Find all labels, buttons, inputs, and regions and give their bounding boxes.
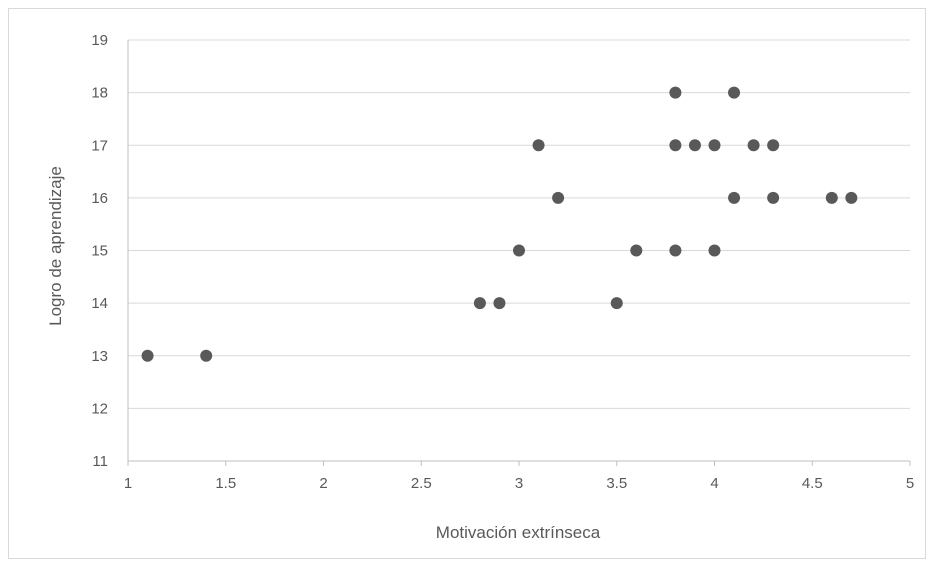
data-point [200, 349, 213, 362]
x-tick-label: 5 [906, 475, 914, 492]
data-point [767, 191, 780, 204]
y-tick-label: 17 [91, 137, 108, 154]
x-tick-label: 4 [710, 475, 718, 492]
data-point [825, 191, 838, 204]
y-tick-label: 16 [91, 190, 108, 207]
data-point [669, 86, 682, 99]
data-point [610, 297, 623, 310]
y-tick-labels: 11 12 13 14 15 16 17 18 19 [91, 32, 108, 470]
x-tick-label: 4.5 [802, 475, 823, 492]
y-tick-label: 13 [91, 348, 108, 365]
data-point [552, 191, 565, 204]
x-axis-title: Motivación extrínseca [436, 523, 601, 542]
y-tick-label: 11 [92, 453, 108, 470]
data-point [708, 244, 721, 257]
x-tick-label: 1 [124, 475, 132, 492]
data-point [767, 139, 780, 152]
data-point [728, 191, 741, 204]
data-point [630, 244, 643, 257]
y-tick-label: 18 [91, 85, 108, 102]
x-tick-labels: 1 1.5 2 2.5 3 3.5 4 4.5 5 [124, 475, 914, 492]
scatter-chart: 1 1.5 2 2.5 3 3.5 4 4.5 5 11 12 13 14 15 16 17 18 19 Mot… [46, 32, 914, 542]
x-tick-label: 3.5 [606, 475, 627, 492]
data-point [493, 297, 506, 310]
data-point [473, 297, 486, 310]
data-point [669, 244, 682, 257]
y-tick-label: 12 [91, 400, 108, 417]
data-points [141, 86, 858, 362]
y-tick-label: 14 [91, 295, 108, 312]
y-axis-title: Logro de aprendizaje [46, 166, 65, 326]
data-point [532, 139, 545, 152]
x-tick-label: 2.5 [411, 475, 432, 492]
data-point [708, 139, 721, 152]
x-tick-label: 2 [319, 475, 327, 492]
data-point [513, 244, 525, 257]
data-point [669, 139, 682, 152]
data-point [845, 191, 858, 204]
data-point [141, 349, 154, 362]
chart-frame: 1 1.5 2 2.5 3 3.5 4 4.5 5 11 12 13 14 15 16 17 18 19 Mot… [8, 8, 926, 559]
gridlines [128, 39, 910, 409]
y-tick-label: 15 [91, 243, 108, 260]
data-point [728, 86, 741, 99]
data-point [747, 139, 760, 152]
axes [127, 40, 911, 466]
data-point [688, 139, 701, 152]
x-tick-label: 1.5 [215, 475, 236, 492]
y-tick-label: 19 [91, 32, 108, 49]
x-tick-label: 3 [515, 475, 523, 492]
